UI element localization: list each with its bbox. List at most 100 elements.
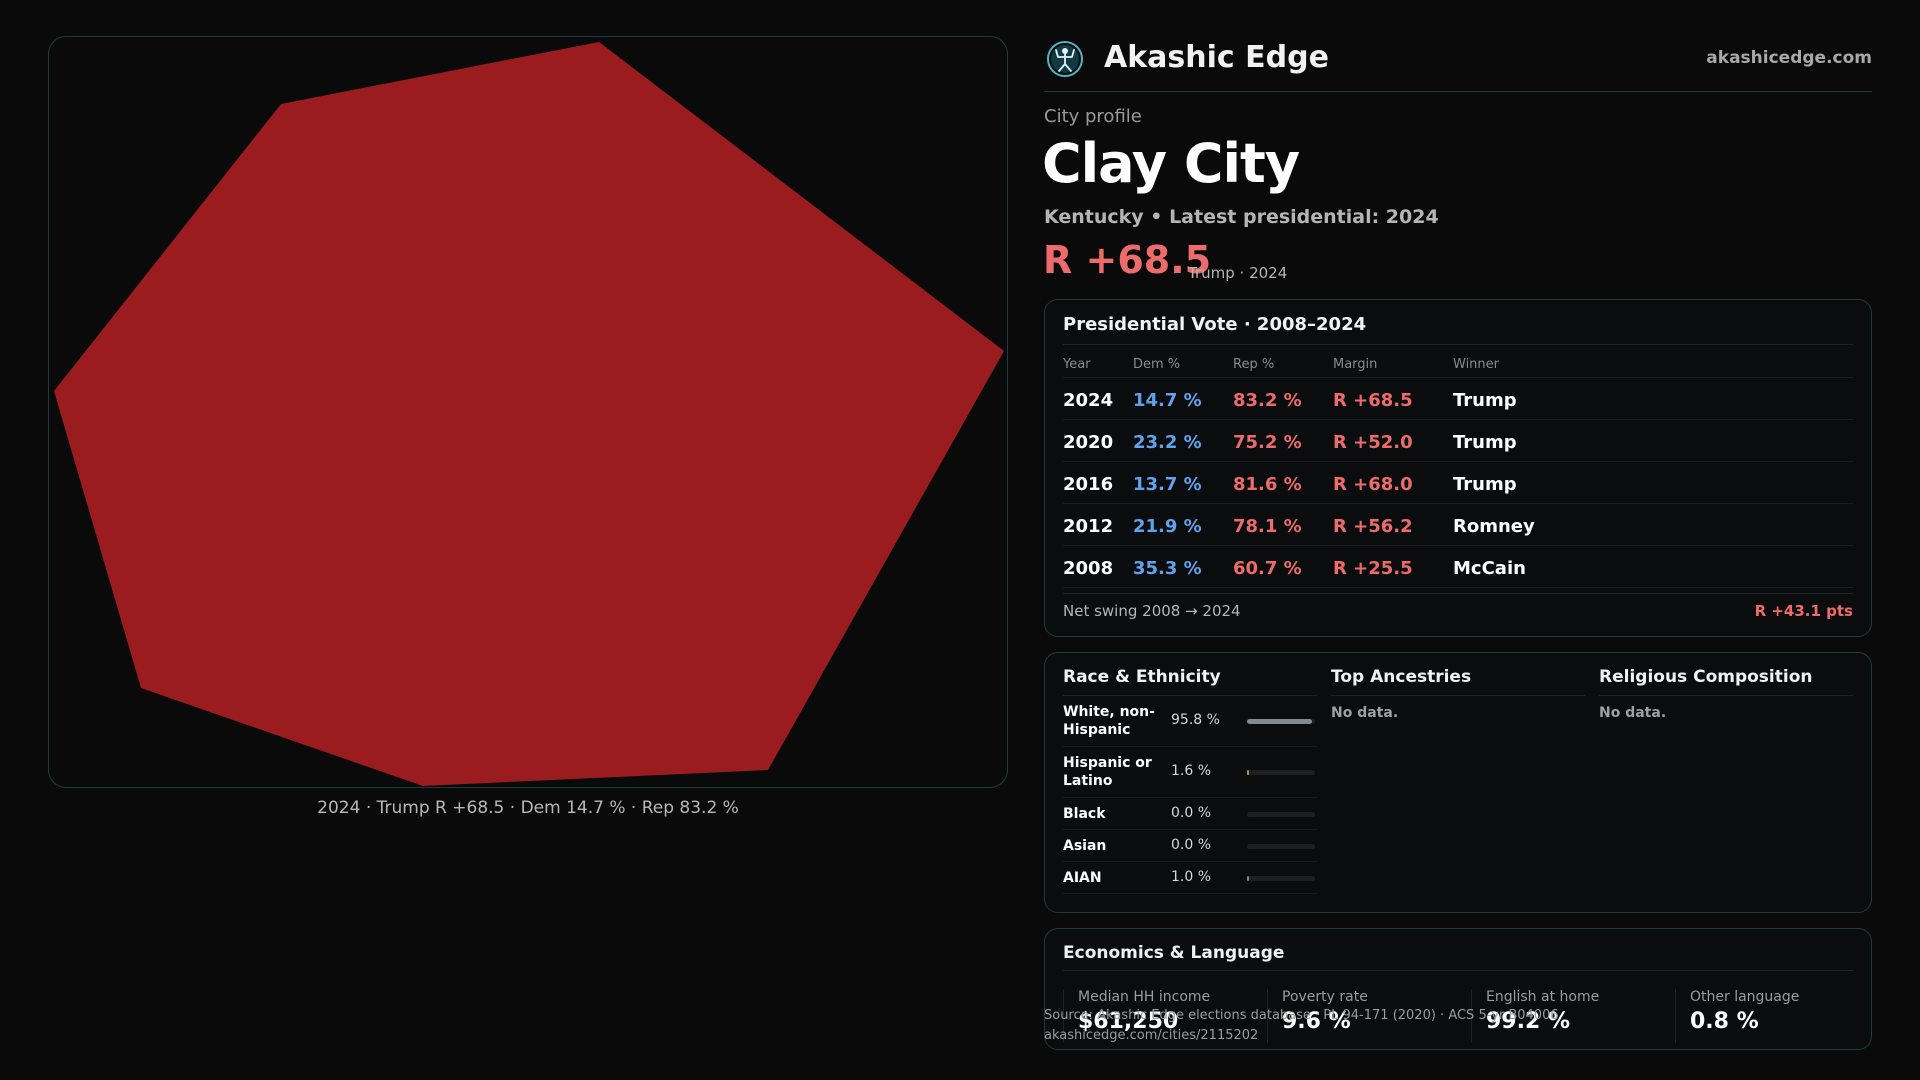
- demographics-card: Race & Ethnicity White, non-Hispanic 95.…: [1044, 652, 1872, 913]
- cell-winner: Trump: [1453, 390, 1517, 411]
- column-header-winner: Winner: [1453, 357, 1500, 372]
- cell-margin: R +25.5: [1333, 558, 1413, 579]
- race-bar-fill: [1247, 876, 1249, 881]
- akashic-edge-logo-icon[interactable]: [1046, 40, 1084, 78]
- page-subtitle: Kentucky • Latest presidential: 2024: [1044, 206, 1439, 228]
- table-row: 2012 21.9 % 78.1 % R +56.2 Romney: [1063, 504, 1853, 546]
- race-bar: [1247, 812, 1315, 817]
- cell-dem: 13.7 %: [1133, 474, 1202, 495]
- cell-year: 2024: [1063, 390, 1114, 411]
- table-header-row: Year Dem % Rep % Margin Winner: [1063, 348, 1853, 378]
- cell-margin: R +68.5: [1333, 390, 1413, 411]
- page-title: Clay City: [1042, 132, 1300, 195]
- cell-year: 2012: [1063, 516, 1114, 537]
- religion-empty-state: No data.: [1599, 705, 1667, 721]
- race-row: Black 0.0 %: [1063, 798, 1317, 830]
- net-swing-row: Net swing 2008 → 2024 R +43.1 pts: [1063, 593, 1853, 623]
- cell-rep: 75.2 %: [1233, 432, 1302, 453]
- econ-stat: Median HH income $61,250: [1063, 989, 1210, 1043]
- race-bar-fill: [1247, 719, 1313, 724]
- top-ancestries-section: Top Ancestries No data.: [1331, 667, 1585, 721]
- race-label: Asian: [1063, 838, 1107, 854]
- column-header-rep: Rep %: [1233, 357, 1275, 372]
- cell-rep: 60.7 %: [1233, 558, 1302, 579]
- source-link[interactable]: akashicedge.com/cities/2115202: [1044, 1028, 1259, 1043]
- divider: [1063, 970, 1853, 971]
- latest-margin: R +68.5: [1043, 238, 1212, 282]
- cell-dem: 35.3 %: [1133, 558, 1202, 579]
- cell-winner: Romney: [1453, 516, 1535, 537]
- econ-stat-value: 0.8 %: [1690, 1009, 1759, 1034]
- city-boundary-map[interactable]: [48, 36, 1008, 788]
- table-row: 2016 13.7 % 81.6 % R +68.0 Trump: [1063, 462, 1853, 504]
- presidential-vote-card: Presidential Vote · 2008–2024 Year Dem %…: [1044, 299, 1872, 637]
- race-label: White, non-Hispanic: [1063, 704, 1155, 738]
- economics-language-card: Economics & Language Median HH income $6…: [1044, 928, 1872, 1050]
- race-bar: [1247, 719, 1315, 724]
- cell-margin: R +52.0: [1333, 432, 1413, 453]
- race-pct: 0.0 %: [1171, 837, 1212, 853]
- econ-stat-value: $61,250: [1078, 1009, 1179, 1034]
- cell-rep: 78.1 %: [1233, 516, 1302, 537]
- cell-rep: 83.2 %: [1233, 390, 1302, 411]
- econ-stat-label: Other language: [1690, 989, 1800, 1005]
- latest-margin-note: Trump · 2024: [1188, 264, 1288, 282]
- cell-rep: 81.6 %: [1233, 474, 1302, 495]
- religious-composition-section: Religious Composition No data.: [1599, 667, 1853, 721]
- cell-margin: R +56.2: [1333, 516, 1413, 537]
- cell-winner: McCain: [1453, 558, 1526, 579]
- city-boundary-shape[interactable]: [54, 42, 1004, 786]
- column-header-dem: Dem %: [1133, 357, 1181, 372]
- econ-stat: Other language 0.8 %: [1675, 989, 1799, 1043]
- race-pct: 95.8 %: [1171, 712, 1220, 728]
- race-ethnicity-section: Race & Ethnicity White, non-Hispanic 95.…: [1063, 667, 1317, 894]
- econ-stat-label: English at home: [1486, 989, 1600, 1005]
- economics-language-title: Economics & Language: [1063, 943, 1285, 963]
- source-footnote: Source: Akashic Edge elections database …: [1044, 1006, 1559, 1046]
- presidential-vote-title: Presidential Vote · 2008–2024: [1063, 314, 1367, 335]
- race-pct: 1.0 %: [1171, 869, 1212, 885]
- table-row: 2020 23.2 % 75.2 % R +52.0 Trump: [1063, 420, 1853, 462]
- cell-winner: Trump: [1453, 432, 1517, 453]
- race-row: AIAN 1.0 %: [1063, 862, 1317, 894]
- cell-dem: 14.7 %: [1133, 390, 1202, 411]
- cell-dem: 21.9 %: [1133, 516, 1202, 537]
- econ-stat-label: Poverty rate: [1282, 989, 1368, 1005]
- econ-stat: Poverty rate 9.6 %: [1267, 989, 1368, 1043]
- source-text: Source: Akashic Edge elections database …: [1044, 1008, 1559, 1023]
- net-swing-label: Net swing 2008 → 2024: [1063, 602, 1241, 620]
- presidential-vote-table: Year Dem % Rep % Margin Winner 2024 14.7…: [1063, 348, 1853, 588]
- race-pct: 1.6 %: [1171, 763, 1212, 779]
- race-label: Hispanic or Latino: [1063, 755, 1152, 789]
- top-ancestries-title: Top Ancestries: [1331, 667, 1585, 696]
- table-row: 2024 14.7 % 83.2 % R +68.5 Trump: [1063, 378, 1853, 420]
- column-header-margin: Margin: [1333, 357, 1378, 372]
- cell-margin: R +68.0: [1333, 474, 1413, 495]
- city-boundary-svg: [54, 42, 1004, 786]
- race-label: Black: [1063, 806, 1106, 822]
- cell-dem: 23.2 %: [1133, 432, 1202, 453]
- race-ethnicity-title: Race & Ethnicity: [1063, 667, 1317, 696]
- race-list: White, non-Hispanic 95.8 % Hispanic or L…: [1063, 696, 1317, 894]
- cell-year: 2008: [1063, 558, 1114, 579]
- cell-year: 2016: [1063, 474, 1114, 495]
- brand-url[interactable]: akashicedge.com: [1706, 48, 1872, 68]
- race-bar: [1247, 876, 1315, 881]
- table-row: 2008 35.3 % 60.7 % R +25.5 McCain: [1063, 546, 1853, 588]
- brand-header: Akashic Edge akashicedge.com: [1044, 36, 1872, 92]
- race-bar: [1247, 770, 1315, 775]
- cell-winner: Trump: [1453, 474, 1517, 495]
- race-row: Hispanic or Latino 1.6 %: [1063, 747, 1317, 798]
- race-row: Asian 0.0 %: [1063, 830, 1317, 862]
- race-label: AIAN: [1063, 870, 1102, 886]
- ancestries-empty-state: No data.: [1331, 705, 1399, 721]
- econ-stat: English at home 99.2 %: [1471, 989, 1599, 1043]
- econ-stat-value: 99.2 %: [1486, 1009, 1570, 1034]
- econ-stat-label: Median HH income: [1078, 989, 1211, 1005]
- econ-stat-value: 9.6 %: [1282, 1009, 1351, 1034]
- race-bar: [1247, 844, 1315, 849]
- map-caption: 2024 · Trump R +68.5 · Dem 14.7 % · Rep …: [317, 798, 739, 818]
- divider: [1063, 344, 1853, 345]
- column-header-year: Year: [1063, 357, 1091, 372]
- brand-name[interactable]: Akashic Edge: [1104, 40, 1329, 75]
